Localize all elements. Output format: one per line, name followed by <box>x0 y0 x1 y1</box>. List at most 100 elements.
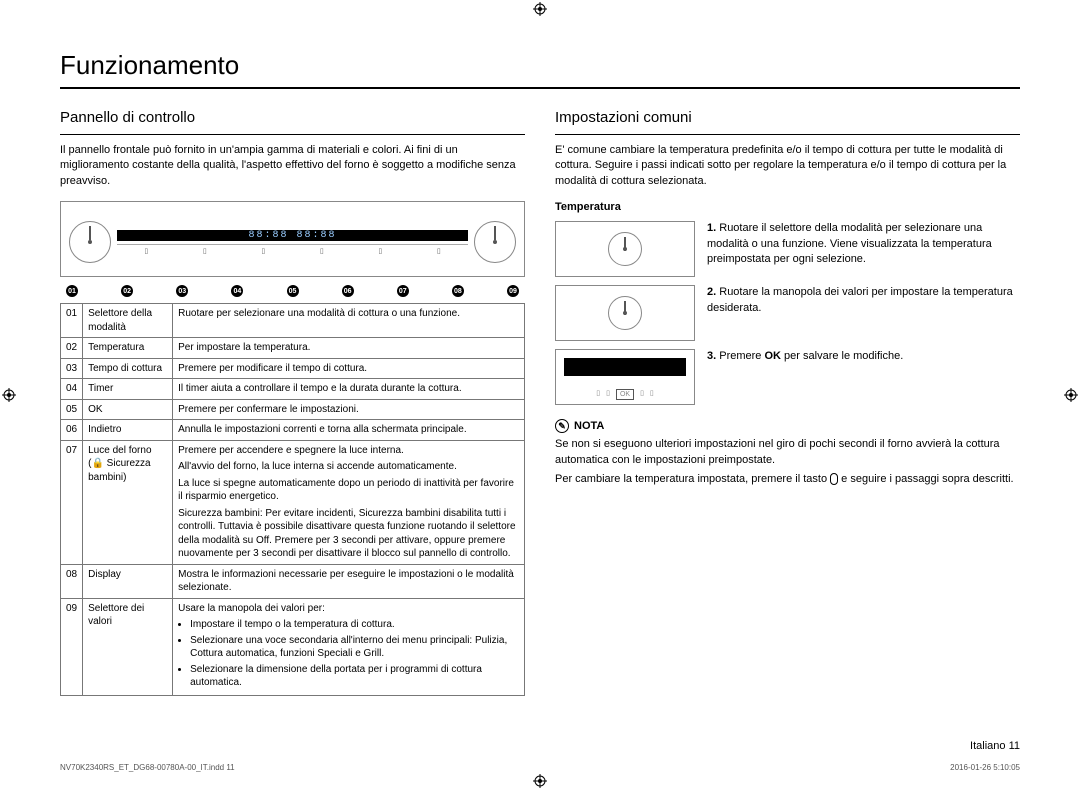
ok-button-icon: OK <box>616 389 634 400</box>
desc-paragraph: All'avvio del forno, la luce interna si … <box>178 460 519 474</box>
step-number: 3. <box>707 350 716 362</box>
note-body-2: Per cambiare la temperatura impostata, p… <box>555 472 1020 487</box>
step-1-text: 1. Ruotare il selettore della modalità p… <box>707 221 1020 267</box>
row-desc: Mostra le informazioni necessarie per es… <box>173 564 525 598</box>
num-badge: 04 <box>231 285 243 297</box>
mode-dial-icon <box>69 221 111 263</box>
thermometer-icon <box>830 473 838 485</box>
note-body-1: Se non si eseguono ulteriori impostazion… <box>555 437 1020 468</box>
desc-paragraph: Premere per modificare il tempo di cottu… <box>178 362 519 376</box>
desc-list-item: Selezionare la dimensione della portata … <box>190 663 519 690</box>
panel-number-labels: 01 02 03 04 05 06 07 08 09 <box>60 285 525 297</box>
crop-mark-top <box>533 2 547 16</box>
desc-list-item: Selezionare una voce secondaria all'inte… <box>190 634 519 661</box>
desc-paragraph: Usare la manopola dei valori per: <box>178 602 519 616</box>
num-badge: 05 <box>287 285 299 297</box>
controls-table: 01Selettore della modalità Ruotare per se… <box>60 303 525 696</box>
row-desc: Il timer aiuta a controllare il tempo e … <box>173 379 525 400</box>
right-rule <box>555 134 1020 135</box>
display-icon: 88:88 88:88 <box>117 230 468 241</box>
row-num: 08 <box>61 564 83 598</box>
value-dial-icon <box>474 221 516 263</box>
page-title: Funzionamento <box>60 50 1020 81</box>
steps-list: 1. Ruotare il selettore della modalità p… <box>555 221 1020 405</box>
desc-paragraph: Sicurezza bambini: Per evitare incidenti… <box>178 507 519 561</box>
num-badge: 07 <box>397 285 409 297</box>
step-body-pre: Premere <box>719 350 764 362</box>
row-num: 03 <box>61 358 83 379</box>
crop-mark-right <box>1064 388 1078 402</box>
step-body-post: per salvare le modifiche. <box>781 350 903 362</box>
row-name: Display <box>83 564 173 598</box>
desc-paragraph: Per impostare la temperatura. <box>178 341 519 355</box>
table-row: 08DisplayMostra le informazioni necessar… <box>61 564 525 598</box>
step-3: ▯ ▯ OK ▯ ▯ 3. Premere OK per salvare le … <box>555 349 1020 405</box>
temperature-subheading: Temperatura <box>555 201 1020 213</box>
step-number: 1. <box>707 222 716 234</box>
row-name: Selettore della modalità <box>83 304 173 338</box>
row-num: 07 <box>61 440 83 564</box>
row-desc: Premere per confermare le impostazioni. <box>173 399 525 420</box>
step-body: Ruotare il selettore della modalità per … <box>707 222 992 265</box>
row-num: 01 <box>61 304 83 338</box>
row-desc: Premere per modificare il tempo di cottu… <box>173 358 525 379</box>
right-intro: E' comune cambiare la temperatura predef… <box>555 143 1020 189</box>
step-3-figure: ▯ ▯ OK ▯ ▯ <box>555 349 695 405</box>
desc-list: Impostare il tempo o la temperatura di c… <box>178 618 519 690</box>
crop-mark-left <box>2 388 16 402</box>
left-intro: Il pannello frontale può fornito in un'a… <box>60 143 525 189</box>
row-num: 06 <box>61 420 83 441</box>
row-name: Temperatura <box>83 338 173 359</box>
left-rule <box>60 134 525 135</box>
desc-paragraph: Il timer aiuta a controllare il tempo e … <box>178 382 519 396</box>
step-bold: OK <box>765 350 782 362</box>
step-1: 1. Ruotare il selettore della modalità p… <box>555 221 1020 277</box>
control-panel-illustration: 88:88 88:88 ▯▯▯▯▯▯ <box>60 201 525 277</box>
desc-paragraph: Premere per accendere e spegnere la luce… <box>178 444 519 458</box>
num-badge: 02 <box>121 285 133 297</box>
table-row: 01Selettore della modalità Ruotare per se… <box>61 304 525 338</box>
step-2-figure <box>555 285 695 341</box>
right-heading: Impostazioni comuni <box>555 109 1020 126</box>
table-row: 02TemperaturaPer impostare la temperatur… <box>61 338 525 359</box>
row-desc: Ruotare per selezionare una modalità di … <box>173 304 525 338</box>
desc-paragraph: Mostra le informazioni necessarie per es… <box>178 568 519 595</box>
num-badge: 08 <box>452 285 464 297</box>
num-badge: 01 <box>66 285 78 297</box>
desc-paragraph: Premere per confermare le impostazioni. <box>178 403 519 417</box>
note-icon: ✎ <box>555 419 569 433</box>
button-row-icon: ▯▯▯▯▯▯ <box>117 244 468 255</box>
row-name: Indietro <box>83 420 173 441</box>
desc-paragraph: Annulla le impostazioni correnti e torna… <box>178 423 519 437</box>
desc-paragraph: Ruotare per selezionare una modalità di … <box>178 307 519 321</box>
note-2-pre: Per cambiare la temperatura impostata, p… <box>555 473 830 485</box>
panel-center: 88:88 88:88 ▯▯▯▯▯▯ <box>117 230 468 255</box>
table-row: 07Luce del forno (🔒 Sicurezza bambini)Pr… <box>61 440 525 564</box>
value-dial-icon <box>608 296 642 330</box>
note-label: NOTA <box>574 420 604 432</box>
row-num: 09 <box>61 598 83 695</box>
content-columns: Pannello di controllo Il pannello fronta… <box>60 109 1020 696</box>
table-row: 09Selettore dei valoriUsare la manopola … <box>61 598 525 695</box>
num-badge: 09 <box>507 285 519 297</box>
left-heading: Pannello di controllo <box>60 109 525 126</box>
note-2-post: e seguire i passaggi sopra descritti. <box>838 473 1013 485</box>
row-desc: Usare la manopola dei valori per: Imposta… <box>173 598 525 695</box>
mode-dial-icon <box>608 232 642 266</box>
row-num: 05 <box>61 399 83 420</box>
footer-right: 2016-01-26 5:10:05 <box>950 763 1020 772</box>
left-column: Pannello di controllo Il pannello fronta… <box>60 109 525 696</box>
num-badge: 06 <box>342 285 354 297</box>
table-row: 06Indietro Annulla le impostazioni corren… <box>61 420 525 441</box>
row-num: 04 <box>61 379 83 400</box>
desc-paragraph: La luce si spegne automaticamente dopo u… <box>178 477 519 504</box>
step-number: 2. <box>707 286 716 298</box>
table-row: 03Tempo di cotturaPremere per modificare… <box>61 358 525 379</box>
right-column: Impostazioni comuni E' comune cambiare l… <box>555 109 1020 696</box>
table-row: 05OKPremere per confermare le impostazio… <box>61 399 525 420</box>
num-badge: 03 <box>176 285 188 297</box>
desc-list-item: Impostare il tempo o la temperatura di c… <box>190 618 519 632</box>
print-footer: NV70K2340RS_ET_DG68-00780A-00_IT.indd 11… <box>60 763 1020 772</box>
row-name: Timer <box>83 379 173 400</box>
table-row: 04Timer Il timer aiuta a controllare il t… <box>61 379 525 400</box>
